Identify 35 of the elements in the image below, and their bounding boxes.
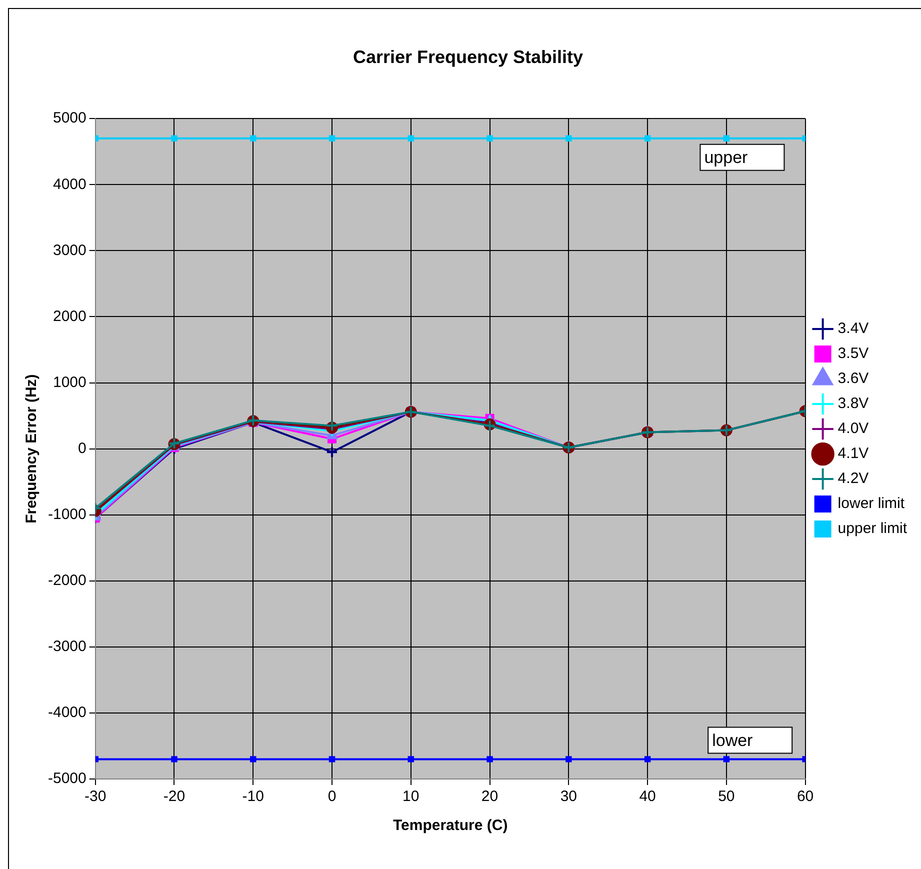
legend-label: 3.8V [838, 395, 869, 412]
x-tick-label: 20 [481, 788, 498, 806]
legend-label: 4.2V [838, 470, 869, 488]
annotation: lower [712, 730, 754, 750]
x-tick-label: -10 [242, 788, 264, 806]
y-tick-label: 3000 [52, 242, 86, 259]
y-tick-label: -2000 [48, 572, 86, 590]
annotation: upper [704, 148, 748, 168]
y-tick-label: -5000 [48, 770, 86, 788]
x-tick-label: 10 [402, 788, 420, 806]
legend-label: 3.4V [838, 320, 869, 338]
legend-label: lower limit [838, 495, 906, 512]
x-tick-label: 30 [560, 788, 578, 806]
x-tick-label: -20 [163, 788, 186, 806]
legend-label: 3.6V [838, 370, 869, 388]
x-tick-label: 40 [639, 788, 656, 806]
x-tick-label: -30 [84, 788, 106, 806]
legend-label: 3.5V [838, 345, 869, 362]
x-axis-title: Temperature (C) [392, 817, 508, 834]
x-tick-label: 50 [718, 788, 735, 806]
y-tick-label: 4000 [52, 176, 86, 193]
y-tick-label: -4000 [48, 704, 86, 722]
y-tick-label: -3000 [48, 638, 86, 656]
x-tick-label: 60 [796, 788, 814, 806]
y-tick-label: -1000 [48, 506, 86, 523]
legend-label: 4.1V [838, 445, 869, 462]
y-tick-label: 5000 [52, 110, 86, 127]
y-tick-label: 0 [78, 440, 86, 457]
legend-label: upper limit [838, 520, 908, 538]
legend-label: 4.0V [838, 420, 869, 438]
y-tick-label: 1000 [52, 374, 86, 391]
y-tick-label: 2000 [52, 308, 86, 325]
chart-title: Carrier Frequency Stability [352, 46, 584, 67]
y-axis-title: Frequency Error (Hz) [23, 374, 40, 524]
x-tick-label: 0 [328, 788, 336, 806]
